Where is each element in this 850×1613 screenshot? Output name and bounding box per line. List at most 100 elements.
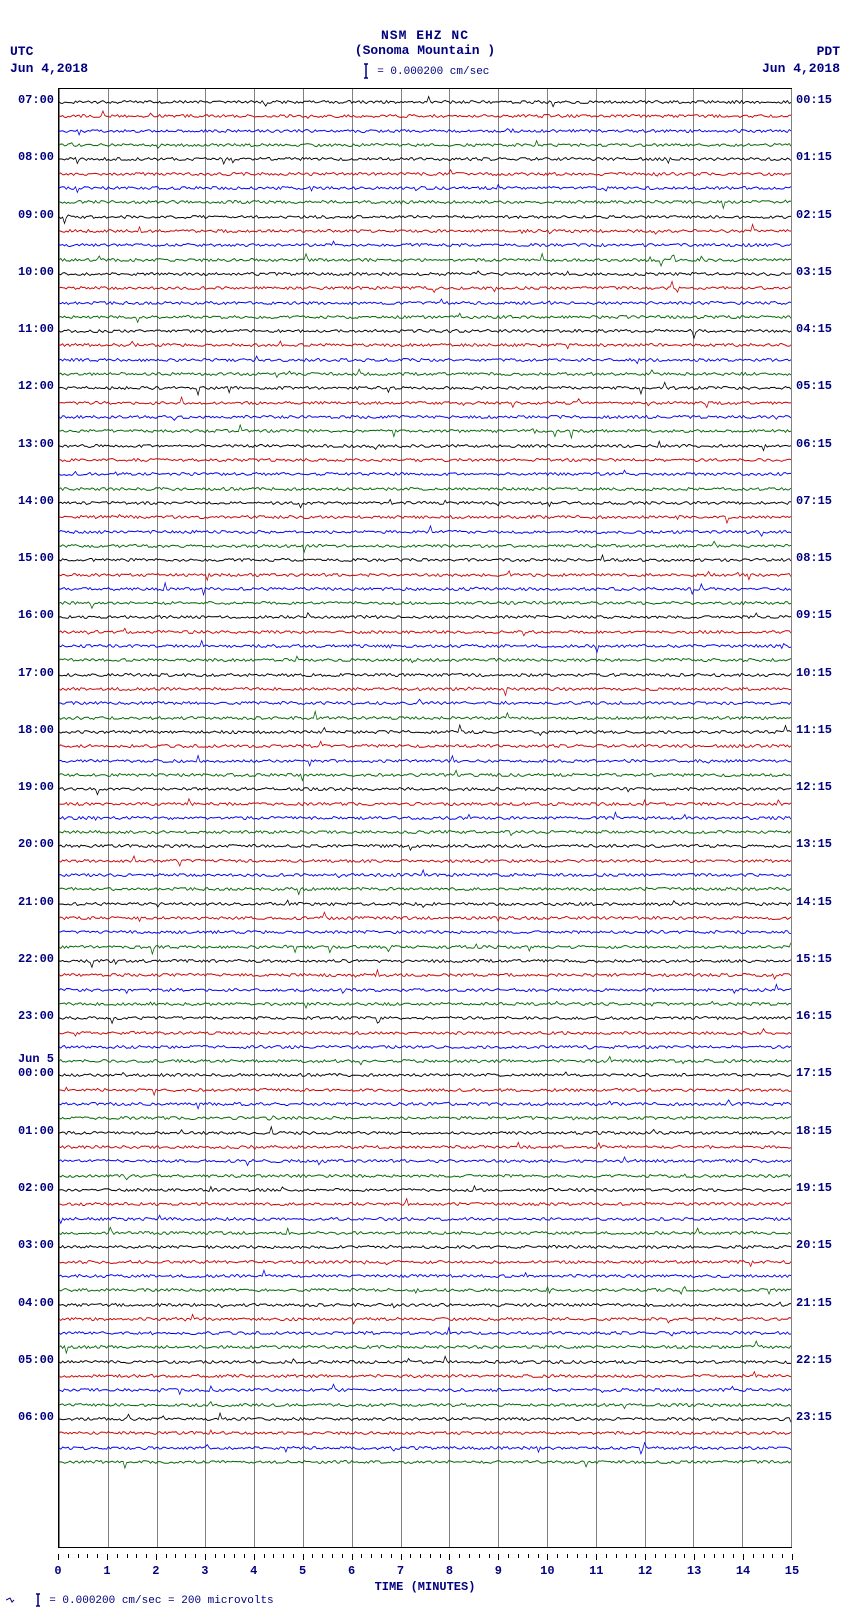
left-time-label: 03:00: [18, 1238, 54, 1252]
x-tick-major: [694, 1554, 695, 1560]
x-tick-minor: [224, 1554, 225, 1558]
x-tick-label: 9: [495, 1564, 502, 1578]
left-time-label: 12:00: [18, 379, 54, 393]
x-tick-label: 15: [785, 1564, 799, 1578]
x-tick-major: [743, 1554, 744, 1560]
right-time-label: 08:15: [796, 551, 832, 565]
x-tick-minor: [146, 1554, 147, 1558]
x-tick-minor: [606, 1554, 607, 1558]
x-tick-minor: [87, 1554, 88, 1558]
x-tick-minor: [410, 1554, 411, 1558]
x-tick-minor: [117, 1554, 118, 1558]
left-time-label: 18:00: [18, 723, 54, 737]
x-tick-minor: [753, 1554, 754, 1558]
station-location: (Sonoma Mountain ): [0, 43, 850, 58]
x-tick-minor: [234, 1554, 235, 1558]
right-time-label: 02:15: [796, 208, 832, 222]
footer-scale-text: = 0.000200 cm/sec = 200 microvolts: [49, 1595, 273, 1607]
station-code: NSM EHZ NC: [0, 28, 850, 43]
x-tick-minor: [430, 1554, 431, 1558]
tz-right-date: Jun 4,2018: [762, 61, 840, 76]
x-tick-minor: [489, 1554, 490, 1558]
x-tick-minor: [273, 1554, 274, 1558]
x-tick-minor: [469, 1554, 470, 1558]
right-time-label: 14:15: [796, 895, 832, 909]
x-tick-major: [303, 1554, 304, 1560]
x-tick-minor: [733, 1554, 734, 1558]
x-tick-minor: [136, 1554, 137, 1558]
tz-left-date: Jun 4,2018: [10, 61, 88, 76]
right-time-label: 03:15: [796, 265, 832, 279]
x-tick-label: 1: [103, 1564, 110, 1578]
x-tick-minor: [586, 1554, 587, 1558]
x-tick-major: [156, 1554, 157, 1560]
left-time-label: 05:00: [18, 1353, 54, 1367]
tz-right-name: PDT: [762, 44, 840, 59]
footer-scale: = 0.000200 cm/sec = 200 microvolts: [6, 1593, 274, 1607]
x-tick-minor: [127, 1554, 128, 1558]
x-tick-minor: [332, 1554, 333, 1558]
x-tick-major: [547, 1554, 548, 1560]
right-time-label: 06:15: [796, 437, 832, 451]
x-tick-label: 3: [201, 1564, 208, 1578]
x-tick-major: [498, 1554, 499, 1560]
x-tick-label: 14: [736, 1564, 750, 1578]
x-tick-minor: [684, 1554, 685, 1558]
x-tick-minor: [538, 1554, 539, 1558]
right-time-label: 21:15: [796, 1296, 832, 1310]
x-tick-label: 4: [250, 1564, 257, 1578]
left-time-label: 00:00: [18, 1066, 54, 1080]
right-time-label: 16:15: [796, 1009, 832, 1023]
x-tick-minor: [371, 1554, 372, 1558]
header: NSM EHZ NC (Sonoma Mountain ) = 0.000200…: [0, 28, 850, 80]
x-tick-minor: [704, 1554, 705, 1558]
x-tick-minor: [508, 1554, 509, 1558]
x-tick-label: 11: [589, 1564, 603, 1578]
x-tick-major: [205, 1554, 206, 1560]
x-tick-major: [596, 1554, 597, 1560]
left-time-label: 01:00: [18, 1124, 54, 1138]
x-tick-major: [449, 1554, 450, 1560]
right-time-label: 20:15: [796, 1238, 832, 1252]
x-tick-major: [107, 1554, 108, 1560]
left-time-label: 20:00: [18, 837, 54, 851]
trace: [59, 1452, 791, 1472]
x-tick-label: 2: [152, 1564, 159, 1578]
left-time-label: 16:00: [18, 608, 54, 622]
plot-area: [58, 88, 792, 1548]
seismogram-page: NSM EHZ NC (Sonoma Mountain ) = 0.000200…: [0, 0, 850, 1613]
x-tick-minor: [567, 1554, 568, 1558]
x-tick-label: 8: [446, 1564, 453, 1578]
x-tick-minor: [342, 1554, 343, 1558]
left-time-label: 10:00: [18, 265, 54, 279]
x-tick-minor: [391, 1554, 392, 1558]
scale-bar: = 0.000200 cm/sec: [0, 62, 850, 80]
x-tick-minor: [557, 1554, 558, 1558]
x-axis-title: TIME (MINUTES): [58, 1580, 792, 1594]
right-time-label: 19:15: [796, 1181, 832, 1195]
right-time-label: 12:15: [796, 780, 832, 794]
left-time-label: 23:00: [18, 1009, 54, 1023]
x-tick-minor: [479, 1554, 480, 1558]
x-tick-minor: [675, 1554, 676, 1558]
x-tick-label: 7: [397, 1564, 404, 1578]
left-time-label: 21:00: [18, 895, 54, 909]
x-tick-major: [58, 1554, 59, 1560]
tz-left-name: UTC: [10, 44, 88, 59]
x-tick-minor: [665, 1554, 666, 1558]
x-tick-minor: [78, 1554, 79, 1558]
x-tick-label: 12: [638, 1564, 652, 1578]
x-tick-minor: [195, 1554, 196, 1558]
left-time-label: 14:00: [18, 494, 54, 508]
right-time-label: 22:15: [796, 1353, 832, 1367]
x-tick-label: 13: [687, 1564, 701, 1578]
x-tick-minor: [528, 1554, 529, 1558]
x-tick-minor: [714, 1554, 715, 1558]
x-tick-minor: [616, 1554, 617, 1558]
right-time-label: 18:15: [796, 1124, 832, 1138]
x-axis: TIME (MINUTES) 0123456789101112131415: [58, 1554, 792, 1594]
right-time-label: 04:15: [796, 322, 832, 336]
left-time-label: 09:00: [18, 208, 54, 222]
x-tick-major: [254, 1554, 255, 1560]
x-tick-minor: [166, 1554, 167, 1558]
